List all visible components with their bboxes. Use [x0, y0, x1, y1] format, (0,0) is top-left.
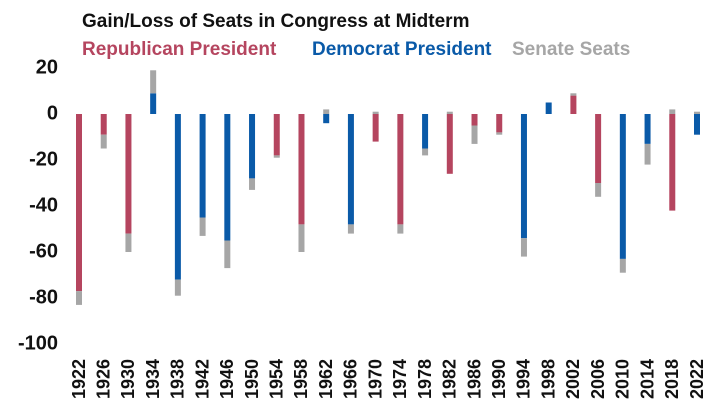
- bar-segment: [595, 114, 602, 183]
- x-tick-label: 1938: [168, 359, 188, 399]
- y-tick-label: -60: [29, 240, 58, 262]
- x-tick-label: 1982: [440, 359, 460, 399]
- bar-segment: [397, 224, 404, 234]
- x-tick-label: 1986: [464, 359, 484, 399]
- x-tick-label: 1958: [291, 359, 311, 399]
- y-tick-label: 20: [36, 56, 58, 78]
- bar-segment: [174, 114, 181, 280]
- y-tick-label: 0: [47, 102, 58, 124]
- bar-segment: [422, 114, 429, 149]
- bar-segment: [199, 114, 206, 218]
- bar-segment: [669, 114, 676, 211]
- x-tick-label: 2014: [637, 359, 657, 399]
- bar-segment: [347, 224, 354, 234]
- bar-segment: [199, 217, 206, 236]
- x-tick-label: 1946: [217, 359, 237, 399]
- x-tick-label: 2022: [687, 359, 707, 399]
- legend-label: Republican President: [82, 39, 277, 60]
- bar-segment: [150, 70, 157, 94]
- bar-segment: [619, 258, 626, 273]
- x-tick-label: 2002: [563, 359, 583, 399]
- y-tick-label: -100: [18, 332, 58, 354]
- bar-segment: [446, 114, 453, 174]
- x-tick-label: 2010: [613, 359, 633, 399]
- x-tick-label: 1934: [143, 359, 163, 399]
- x-tick-label: 1970: [365, 359, 385, 399]
- bar-segment: [298, 114, 305, 225]
- bar-segment: [249, 114, 256, 179]
- bar-segment: [174, 279, 181, 296]
- bar-segment: [644, 143, 651, 165]
- x-tick-label: 1942: [192, 359, 212, 399]
- bar-segment: [545, 102, 552, 114]
- x-tick-label: 1966: [341, 359, 361, 399]
- bar-segment: [570, 93, 577, 96]
- x-tick-label: 1974: [390, 359, 410, 399]
- bar-segment: [471, 125, 478, 144]
- bar-segment: [422, 148, 429, 156]
- y-tick-label: -20: [29, 148, 58, 170]
- chart-title: Gain/Loss of Seats in Congress at Midter…: [82, 11, 469, 32]
- x-tick-label: 1950: [242, 359, 262, 399]
- bar-segment: [224, 240, 231, 269]
- bar-segment: [224, 114, 231, 241]
- bar-segment: [150, 93, 157, 114]
- bar-segment: [397, 114, 404, 225]
- bar-segment: [520, 114, 527, 239]
- bar-segment: [323, 114, 330, 124]
- bar-segment: [372, 114, 379, 142]
- x-tick-label: 1994: [514, 359, 534, 399]
- bar-segment: [273, 114, 280, 156]
- x-tick-label: 1930: [118, 359, 138, 399]
- bar-segment: [669, 109, 676, 114]
- bar-segment: [694, 114, 700, 135]
- x-tick-label: 1926: [93, 359, 113, 399]
- bar-segment: [76, 114, 82, 292]
- bar-segment: [298, 224, 305, 252]
- bar-segment: [125, 233, 132, 252]
- bar-segment: [619, 114, 626, 259]
- x-tick-label: 1962: [316, 359, 336, 399]
- x-tick-label: 1954: [267, 359, 287, 399]
- bar-segment: [496, 114, 503, 133]
- bar-segment: [644, 114, 651, 144]
- bar-segment: [100, 114, 107, 135]
- bar-segment: [249, 178, 256, 190]
- bar-segment: [446, 111, 453, 114]
- bar-segment: [496, 132, 503, 135]
- legend-label: Democrat President: [312, 39, 492, 60]
- bar-segment: [520, 238, 527, 257]
- bar-segment: [76, 291, 82, 305]
- x-tick-label: 2006: [588, 359, 608, 399]
- bar-segment: [372, 111, 379, 114]
- y-tick-label: -40: [29, 194, 58, 216]
- bar-segment: [347, 114, 354, 225]
- bar-segment: [471, 114, 478, 126]
- legend-label: Senate Seats: [512, 39, 630, 60]
- x-tick-label: 1922: [69, 359, 89, 399]
- bar-segment: [694, 111, 700, 114]
- bar-segment: [125, 114, 132, 234]
- bar-segment: [323, 109, 330, 114]
- x-tick-label: 2018: [662, 359, 682, 399]
- x-tick-label: 1998: [538, 359, 558, 399]
- bar-segment: [273, 155, 280, 158]
- bar-segment: [595, 183, 602, 197]
- x-tick-label: 1978: [415, 359, 435, 399]
- bar-segment: [100, 134, 107, 149]
- x-tick-label: 1990: [489, 359, 509, 399]
- y-tick-label: -80: [29, 286, 58, 308]
- bar-segment: [570, 95, 577, 114]
